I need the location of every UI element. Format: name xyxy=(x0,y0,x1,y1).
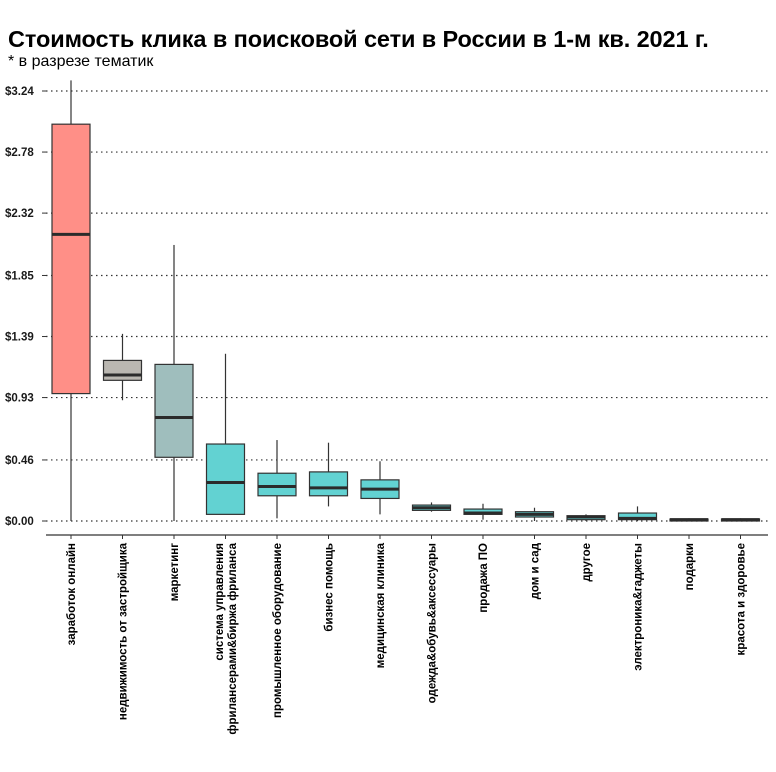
box-14 xyxy=(720,518,761,522)
y-tick-label: $1.85 xyxy=(5,270,34,282)
x-tick-label-line: красота и здоровье xyxy=(736,543,748,655)
x-tick-label: электроника&гаджеты xyxy=(633,543,645,671)
box-6 xyxy=(308,442,349,507)
x-tick-label-line: другое xyxy=(581,543,593,582)
y-tick-label: $0.93 xyxy=(5,393,34,405)
chart-subtitle: * в разрезе тематик xyxy=(8,53,154,70)
box-11 xyxy=(566,514,606,521)
x-tick-label: одежда&обувь&аксессуары xyxy=(427,543,439,703)
box-body xyxy=(205,443,246,515)
box-body xyxy=(154,363,194,458)
x-tick-label: система управленияфрилансерами&биржа фри… xyxy=(214,542,239,734)
box-body xyxy=(51,123,91,395)
box-12 xyxy=(617,506,658,521)
x-tick-label-line: одежда&обувь&аксессуары xyxy=(427,543,439,703)
x-tick-label: заработок онлайн xyxy=(66,543,78,645)
y-tick-label: $0.46 xyxy=(5,455,34,467)
box-9 xyxy=(463,503,503,520)
x-tick-label-line: недвижимость от застройщика xyxy=(118,542,130,720)
x-tick-label: бизнес помощь xyxy=(324,543,336,632)
x-tick-label: промышленное оборудование xyxy=(272,543,284,718)
box-2 xyxy=(102,333,143,401)
gridlines xyxy=(46,90,768,522)
y-tick-label: $2.78 xyxy=(5,147,34,159)
x-tick-label: недвижимость от застройщика xyxy=(118,542,130,720)
box-8 xyxy=(411,502,452,512)
x-axis: заработок онлайн недвижимость от застройщ… xyxy=(46,534,768,735)
x-tick-label: дом и сад xyxy=(530,542,542,599)
x-tick-label: подарки xyxy=(684,543,696,590)
box-body xyxy=(257,472,297,497)
x-tick-label-line: электроника&гаджеты xyxy=(633,543,645,671)
x-tick-label-line: бизнес помощь xyxy=(324,543,336,632)
x-tick-label-line: медицинская клиника xyxy=(375,542,387,668)
x-tick-label-line: подарки xyxy=(684,543,696,590)
box-3 xyxy=(154,244,194,521)
box-5 xyxy=(257,440,297,519)
x-tick-label-line: заработок онлайн xyxy=(66,543,78,645)
x-tick-label-line: маркетинг xyxy=(169,543,181,601)
x-tick-label: продажа ПО xyxy=(478,543,490,613)
x-tick-label: красота и здоровье xyxy=(736,543,748,655)
y-tick-label: $2.32 xyxy=(5,208,34,220)
x-tick-label-line: продажа ПО xyxy=(478,543,490,613)
x-tick-label-line: дом и сад xyxy=(530,542,542,599)
x-tick-label-line: система управления xyxy=(214,543,226,661)
box-4 xyxy=(205,353,246,515)
chart-title: Стоимость клика в поисковой сети в Росси… xyxy=(8,26,709,52)
x-tick-label-line: фрилансерами&биржа фриланса xyxy=(227,542,239,734)
y-tick-label: $1.39 xyxy=(5,332,34,344)
x-tick-label: медицинская клиника xyxy=(375,542,387,668)
y-tick-label: $0.00 xyxy=(5,516,34,528)
x-tick-label: другое xyxy=(581,543,593,582)
boxes xyxy=(51,80,761,522)
box-body xyxy=(102,359,143,381)
box-1 xyxy=(51,80,91,521)
y-tick-label: $3.24 xyxy=(5,86,34,98)
box-body xyxy=(308,471,349,497)
y-axis: $0.00 $0.46 $0.93 $1.39 $1.85 $2.32 $2.78 $3.24 xyxy=(5,86,46,528)
box-13 xyxy=(669,518,709,522)
box-10 xyxy=(514,507,555,521)
x-tick-label-line: промышленное оборудование xyxy=(272,543,284,718)
box-7 xyxy=(360,461,400,515)
x-tick-label: маркетинг xyxy=(169,543,181,601)
